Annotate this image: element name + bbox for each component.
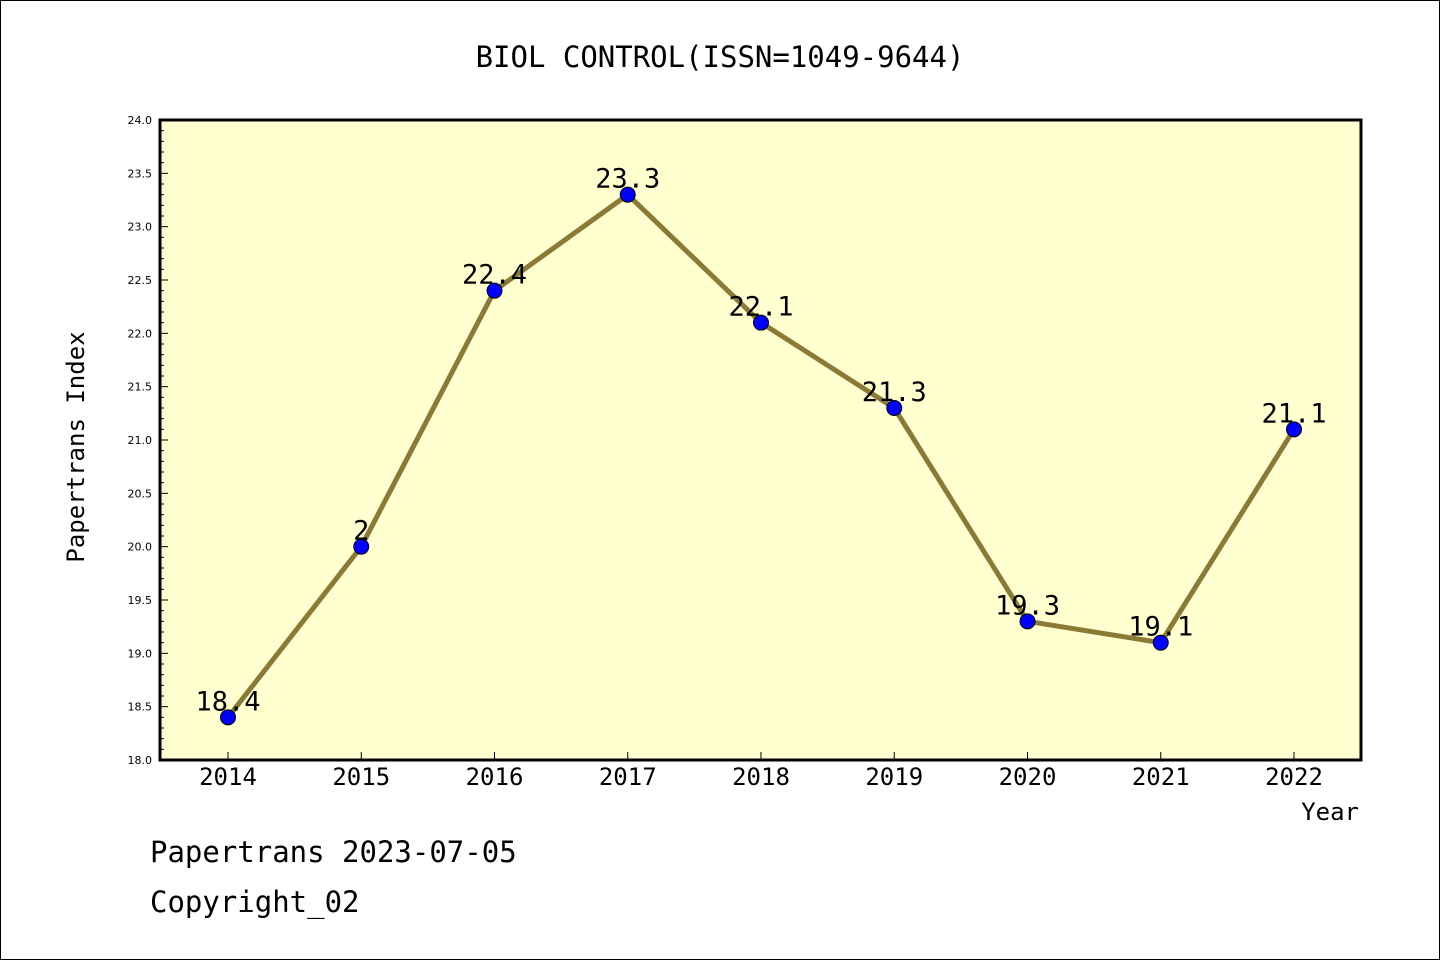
data-label: 2 — [353, 516, 369, 547]
data-label: 21.3 — [862, 377, 927, 408]
data-point — [220, 709, 236, 726]
y-tick-label: 18.0 — [128, 754, 153, 767]
plot-area — [160, 120, 1361, 760]
y-axis-tick-labels: 18.0 18.5 19.0 19.5 20.0 20.5 21.0 21.5 22.0 22.5… — [128, 114, 153, 767]
data-label: 19.3 — [995, 590, 1060, 621]
x-tick-label: 2015 — [332, 763, 390, 791]
x-axis-label: Year — [1301, 798, 1359, 826]
data-point — [753, 314, 769, 331]
chart-title: BIOL CONTROL(ISSN=1049-9644) — [476, 40, 965, 74]
x-tick-label: 2014 — [199, 763, 257, 791]
plot-border — [158, 118, 1363, 762]
data-label: 22.1 — [728, 292, 793, 323]
x-tick-label: 2016 — [466, 763, 524, 791]
y-axis-label: Papertrans Index — [62, 331, 90, 562]
footer-date: Papertrans 2023-07-05 — [150, 835, 517, 869]
y-tick-label: 18.5 — [128, 701, 153, 714]
x-tick-label: 2018 — [732, 763, 790, 791]
data-labels: 18.4 2 22.4 23.3 22.1 21.3 19.3 19.1 21.1 — [195, 164, 1326, 718]
x-tick-label: 2019 — [865, 763, 923, 791]
y-tick-label: 19.0 — [128, 647, 153, 660]
y-tick-label: 22.5 — [128, 274, 153, 287]
y-tick-label: 24.0 — [128, 114, 153, 127]
y-tick-label: 21.0 — [128, 434, 153, 447]
data-point — [353, 538, 370, 555]
y-tick-label: 23.0 — [128, 221, 153, 234]
y-tick-label: 19.5 — [128, 594, 153, 607]
data-point — [486, 282, 503, 299]
data-label: 18.4 — [195, 686, 260, 717]
footer-copyright: Copyright_02 — [150, 885, 360, 919]
data-point — [1152, 634, 1169, 651]
y-tick-label: 20.5 — [128, 487, 153, 500]
y-tick-label: 20.0 — [128, 541, 153, 554]
y-tick-label: 21.5 — [128, 381, 153, 394]
y-tick-label: 22.0 — [128, 327, 153, 340]
data-point — [619, 186, 636, 203]
x-axis-tick-labels: 2014 2015 2016 2017 2018 2019 2020 2021 2022 — [199, 763, 1323, 791]
data-label: 22.4 — [462, 260, 527, 291]
x-tick-label: 2017 — [599, 763, 657, 791]
data-label: 23.3 — [595, 164, 660, 195]
data-point — [886, 400, 903, 416]
x-tick-label: 2020 — [999, 763, 1057, 791]
data-label: 19.1 — [1128, 612, 1193, 643]
y-tick-label: 23.5 — [128, 167, 153, 180]
data-point — [1019, 613, 1036, 630]
data-points — [220, 186, 1302, 726]
x-tick-label: 2022 — [1265, 763, 1323, 791]
x-tick-label: 2021 — [1132, 763, 1190, 791]
data-point — [1286, 421, 1302, 438]
data-label: 21.1 — [1261, 398, 1326, 429]
